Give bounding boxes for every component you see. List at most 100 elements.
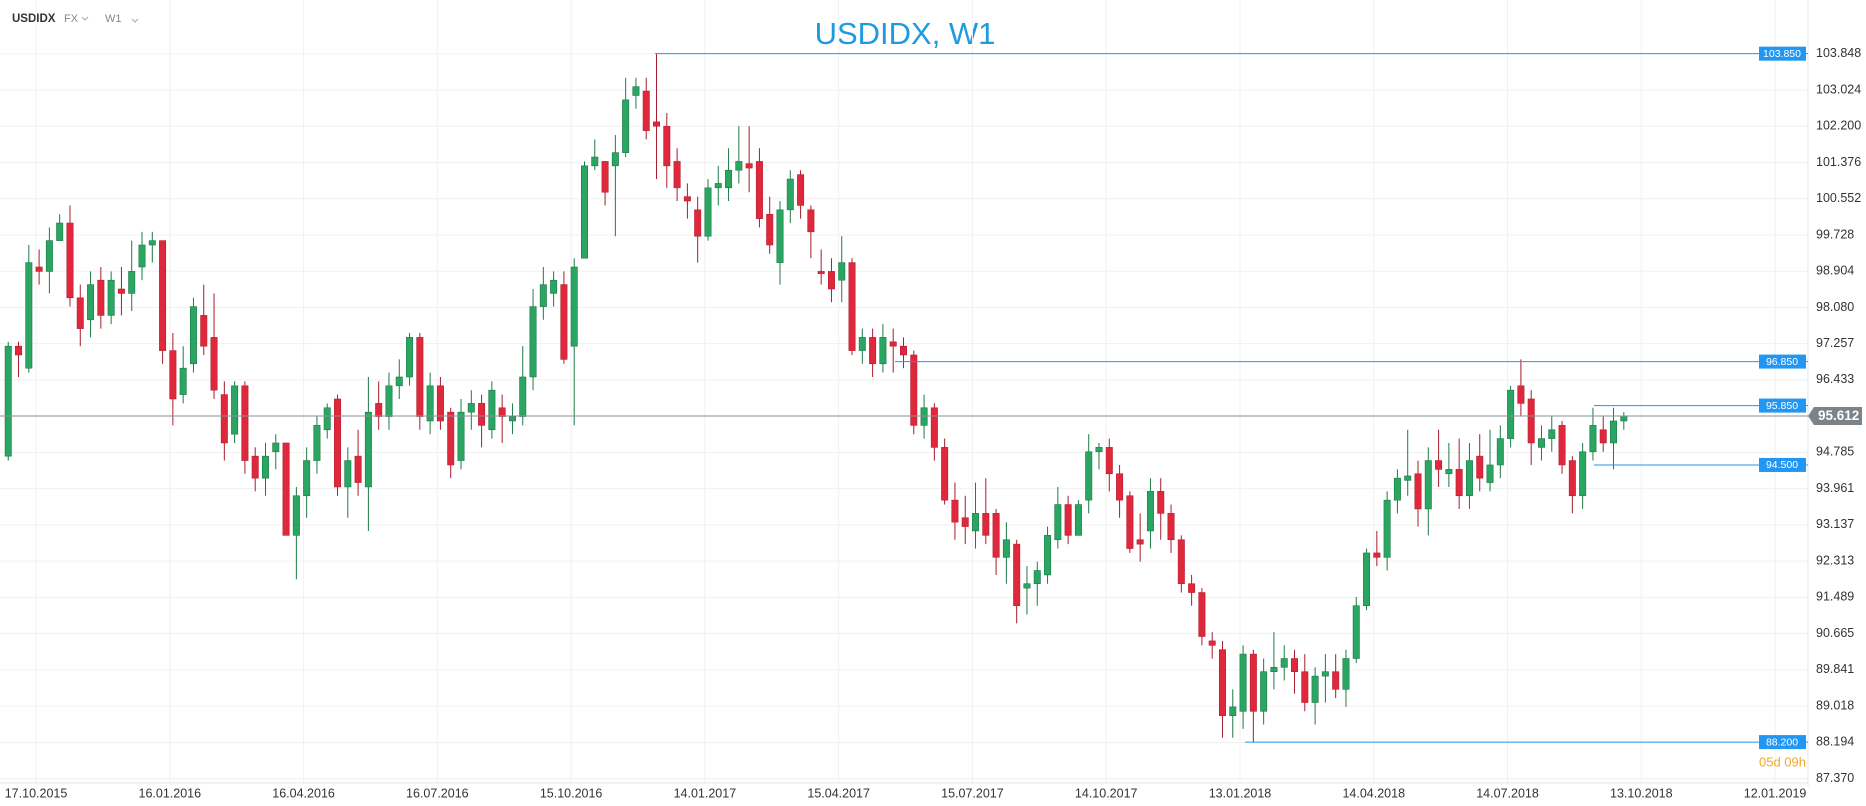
symbol[interactable]: USDIDX [12,13,56,25]
candle-body [1445,469,1453,475]
y-tick-label: 93.961 [1816,481,1854,495]
candle-body [117,288,125,294]
candle-body [1424,460,1432,510]
candle-body [1548,429,1556,439]
candle-body [25,262,33,369]
candle-body [879,337,887,365]
candle-body [1404,475,1412,481]
candle-body [323,407,331,431]
candle-body [1116,473,1124,501]
candle-body [1218,649,1226,716]
candle-body [755,161,763,219]
candle-body [1465,460,1473,497]
candle-body [1311,675,1319,703]
candle-body [1157,491,1165,514]
candle-body [45,240,53,272]
candle-body [797,174,805,206]
y-tick-label: 89.841 [1816,662,1854,676]
candle-body [1476,455,1484,479]
candle-body [580,165,588,259]
candle-body [1527,398,1535,444]
candle-body [910,354,918,426]
candle-body [622,99,630,153]
candle-body [395,376,403,387]
candle-body [529,306,537,378]
candle-body [1537,438,1545,448]
candle-body [869,337,877,365]
candle-body [1291,658,1299,673]
candle-body [261,455,269,479]
y-tick-label: 101.376 [1816,155,1861,169]
candle-body [1517,385,1525,404]
level-label: 88.200 [1766,736,1798,748]
level-label: 96.850 [1766,356,1798,368]
candle-body [1105,447,1113,475]
candle-body [97,279,105,316]
marks [4,53,1628,743]
candle-body [704,187,712,237]
candle-body [1074,504,1082,536]
candle-body [539,284,547,307]
candle-body [1126,495,1134,549]
candle-body [344,460,352,488]
candle-body [1496,438,1504,466]
candle-body [1177,539,1185,585]
grid [0,0,1809,787]
level-label: 103.850 [1763,48,1801,60]
candle-body [1270,667,1278,673]
x-tick-label: 15.10.2016 [540,786,603,800]
candle-body [560,284,568,360]
y-tick-label: 103.848 [1816,46,1861,60]
candle-body [313,425,321,461]
candle-body [1568,460,1576,497]
candle-body [714,183,722,189]
candle-body [1167,513,1175,541]
candle-body [1393,477,1401,501]
y-tick-label: 94.785 [1816,445,1854,459]
dropdown-arrow[interactable] [131,18,139,23]
candle-body [766,213,774,246]
x-tick-label: 17.10.2015 [5,786,68,800]
candle-body [1301,671,1309,703]
x-tick-label: 13.10.2018 [1610,786,1673,800]
candle-body [87,284,95,321]
x-tick-label: 16.07.2016 [406,786,469,800]
candle-body [1620,415,1628,422]
candle-body [148,240,156,246]
chart-title: USDIDX, W1 [815,16,996,51]
y-tick-label: 102.200 [1816,119,1861,133]
candle-body [220,394,228,444]
candle-body [426,385,434,422]
market[interactable]: FX [64,13,79,25]
candle-body [673,161,681,189]
level-badge [1759,398,1806,413]
candle-body [128,271,136,294]
y-tick-label: 98.904 [1816,264,1854,278]
candle-body [827,271,835,290]
y-tick-label: 89.018 [1816,698,1854,712]
overlay: 103.850 96.850 95.850 94.500 88.200 95.612 05d… [0,46,1862,769]
candle-body [570,266,578,347]
candle-body [498,407,506,417]
x-tick-label: 13.01.2018 [1209,786,1272,800]
candle-body [1414,473,1422,510]
timeframe[interactable]: W1 [105,13,122,25]
candle-body [282,442,290,536]
candle-body [1064,504,1072,536]
candle-body [1044,535,1052,576]
candle-body [56,222,64,241]
candle-body [972,513,980,532]
candle-body [1208,640,1216,646]
candle-body [66,222,74,299]
x-tick-label: 15.07.2017 [941,786,1004,800]
candle-body [889,341,897,347]
candle-body [385,385,393,417]
y-tick-label: 87.370 [1816,771,1854,785]
candle-body [858,337,866,351]
level-label: 95.850 [1766,400,1798,412]
y-tick-label: 100.552 [1816,191,1861,205]
candle-body [992,513,1000,558]
dropdown-arrow[interactable] [81,16,89,21]
candle-body [251,455,259,479]
candle-body [179,367,187,395]
